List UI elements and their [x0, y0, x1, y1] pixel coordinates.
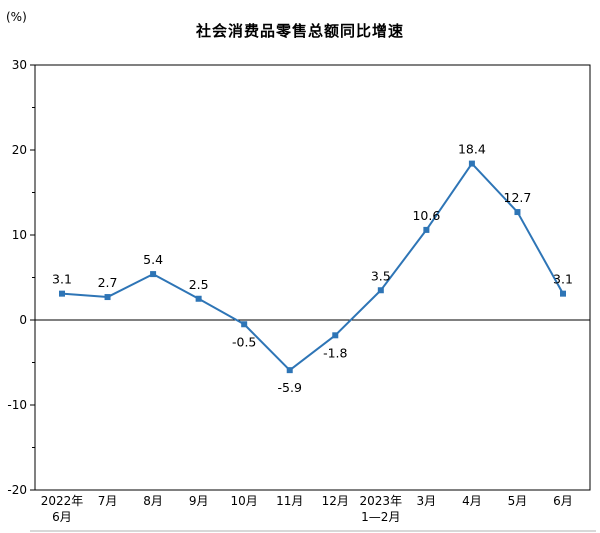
- data-point-marker: [150, 271, 157, 278]
- chart-title: 社会消费品零售总额同比增速: [195, 22, 404, 40]
- data-line: [61, 162, 564, 372]
- data-point-marker: [332, 332, 339, 339]
- data-point-marker: [286, 367, 293, 374]
- y-axis-label: -10: [7, 398, 27, 412]
- data-point-marker: [560, 290, 566, 297]
- data-point-label: 18.4: [458, 142, 486, 157]
- data-point-label: 10.6: [412, 208, 440, 223]
- data-point-marker: [468, 160, 475, 167]
- x-axis-label: 3月: [417, 494, 437, 508]
- data-point-marker: [514, 209, 521, 216]
- x-axis-label: 5月: [508, 494, 528, 508]
- data-point-marker: [104, 294, 111, 301]
- data-point-label: 12.7: [504, 190, 532, 205]
- data-point-marker: [241, 321, 248, 328]
- x-axis-label: 6月: [52, 510, 72, 524]
- data-point-label: -5.9: [278, 380, 302, 395]
- y-axis-label: -20: [7, 483, 27, 497]
- x-axis-label: 7月: [98, 494, 118, 508]
- x-axis-label: 11月: [276, 494, 303, 508]
- data-point-label: 3.1: [52, 272, 72, 287]
- plot-border: [34, 64, 591, 491]
- x-axis-label: 9月: [189, 494, 209, 508]
- x-axis-label: 1—2月: [361, 510, 400, 524]
- data-point-label: 3.5: [371, 268, 391, 283]
- data-point-label: 2.5: [189, 277, 209, 292]
- x-axis-label: 2022年: [41, 494, 84, 508]
- data-point-label: 2.7: [98, 275, 118, 290]
- x-axis-label: 2023年: [360, 494, 403, 508]
- data-point-marker: [423, 226, 430, 233]
- data-point-marker: [377, 287, 384, 294]
- y-axis-unit-label: (%): [6, 10, 27, 24]
- y-axis-label: 20: [12, 143, 27, 157]
- data-point-label: 3.1: [553, 272, 573, 287]
- y-axis-label: 30: [12, 58, 27, 72]
- x-axis-label: 4月: [462, 494, 482, 508]
- x-axis-label: 6月: [553, 494, 573, 508]
- data-point-marker: [59, 290, 65, 297]
- data-point-label: -1.8: [323, 345, 347, 360]
- data-point-marker: [195, 295, 202, 302]
- data-point-label: 5.4: [143, 252, 163, 267]
- x-axis-label: 12月: [322, 494, 349, 508]
- y-axis-label: 10: [12, 228, 27, 242]
- y-axis-label: 0: [19, 313, 27, 327]
- x-axis-label: 10月: [231, 494, 258, 508]
- data-point-label: -0.5: [232, 334, 256, 349]
- x-axis-label: 8月: [143, 494, 163, 508]
